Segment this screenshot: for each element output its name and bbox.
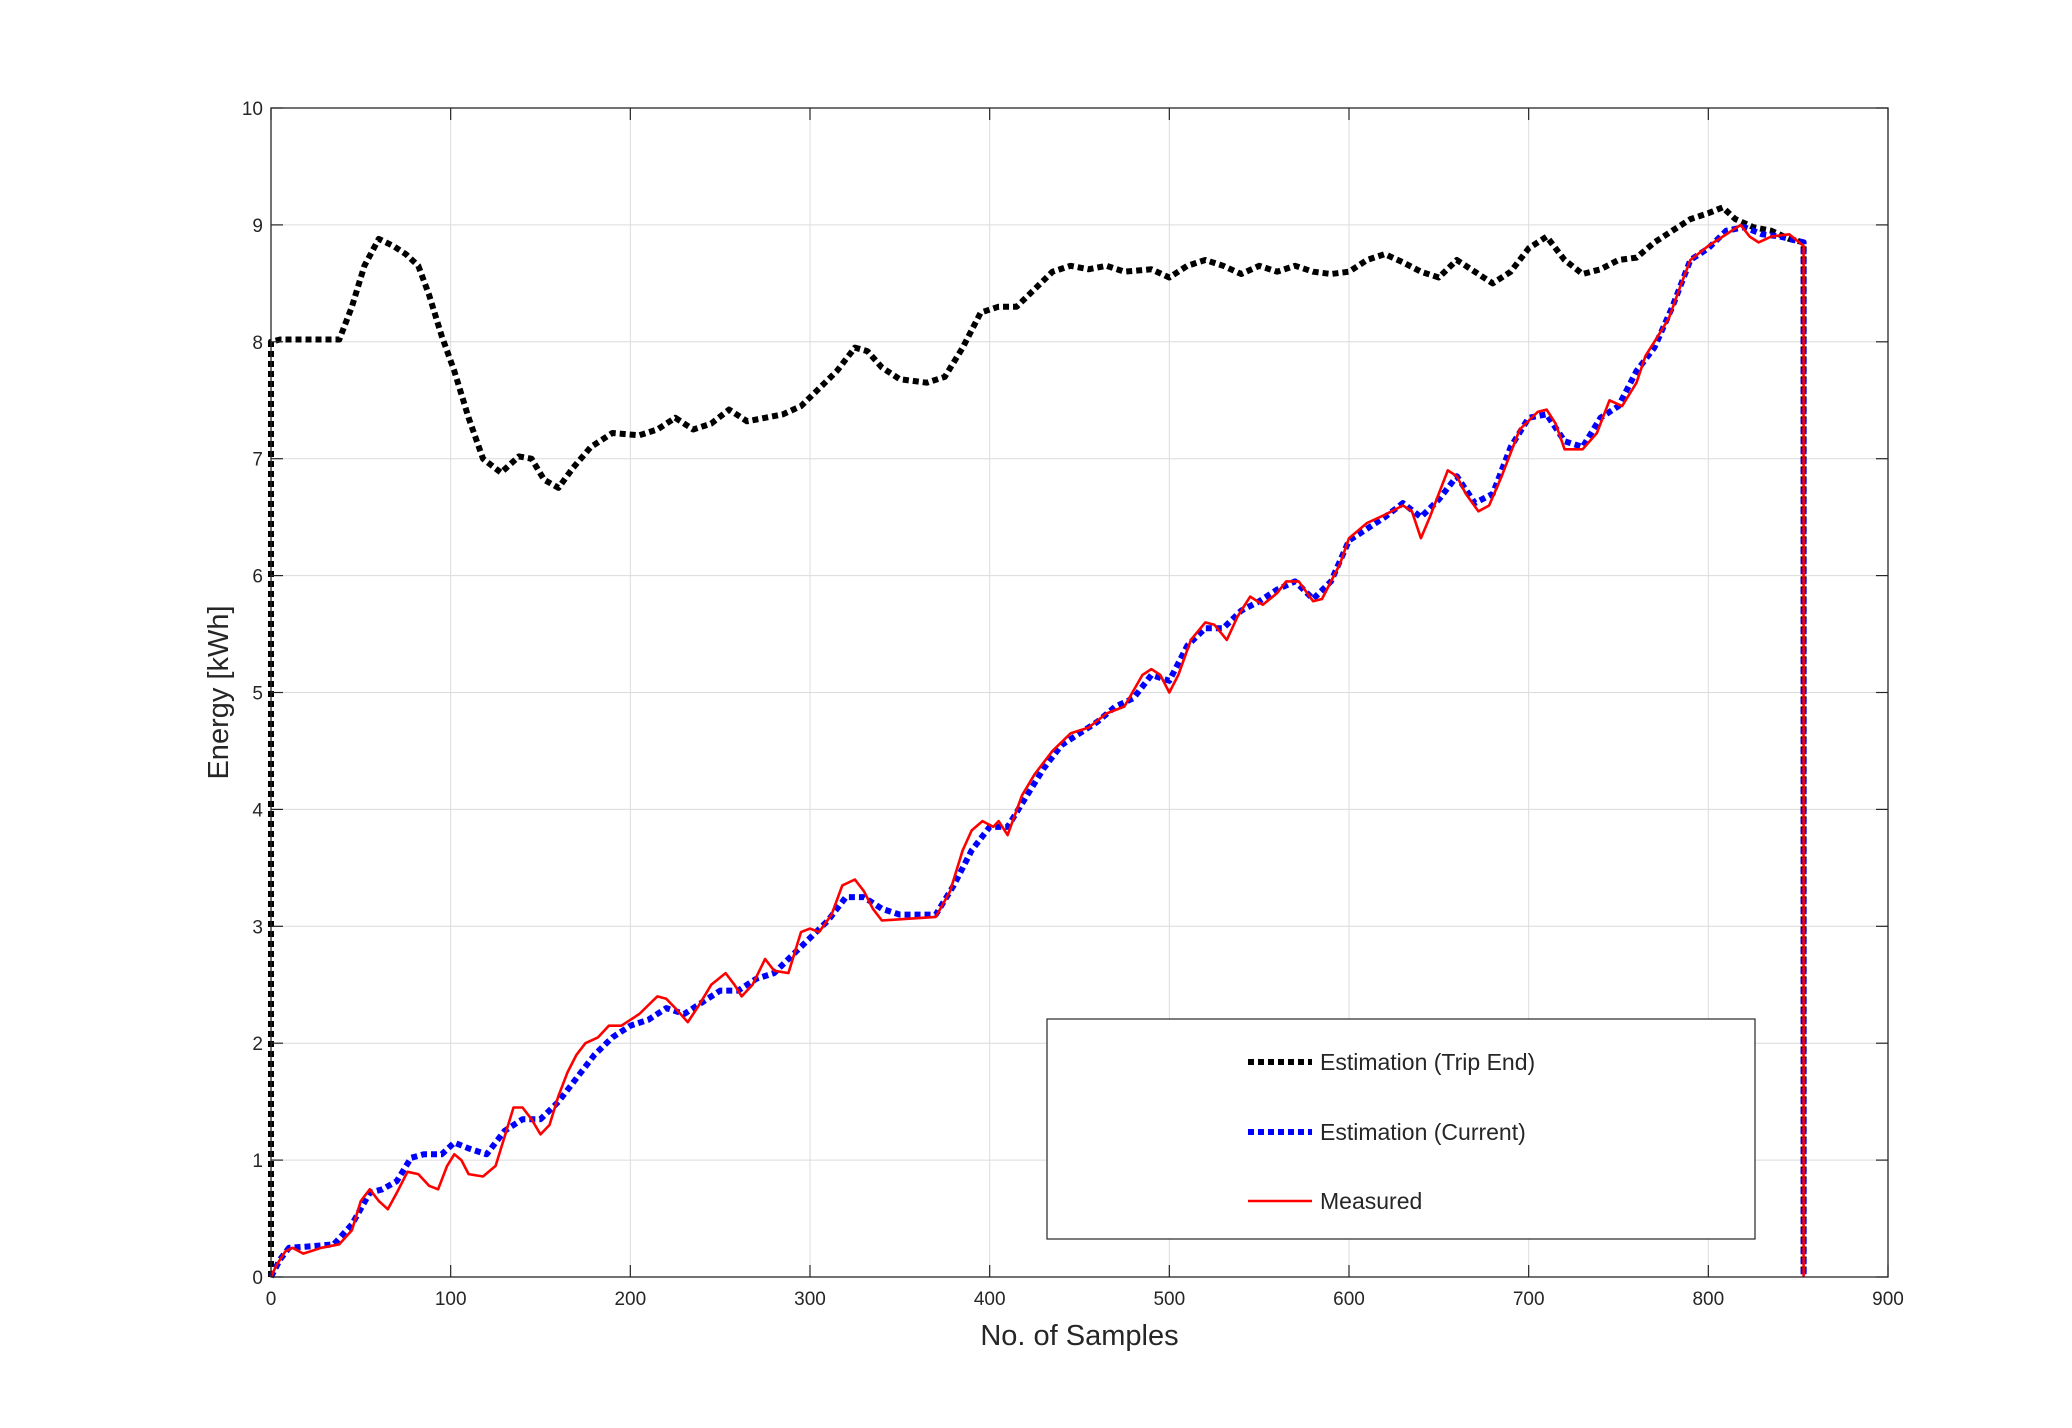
series-line-estimation-trip-end bbox=[268, 204, 1807, 1277]
y-tick-label: 0 bbox=[252, 1268, 263, 1289]
y-tick-label: 9 bbox=[252, 216, 263, 237]
y-tick-label: 4 bbox=[252, 800, 263, 821]
y-tick-label: 1 bbox=[252, 1151, 263, 1172]
y-axis-title: Energy [kWh] bbox=[203, 605, 235, 779]
legend-label-estimation-current: Estimation (Current) bbox=[1320, 1119, 1526, 1145]
y-tick-label: 6 bbox=[252, 567, 263, 588]
x-tick-label: 800 bbox=[1692, 1289, 1724, 1310]
legend-box bbox=[1046, 1018, 1756, 1240]
x-tick-label: 0 bbox=[266, 1289, 277, 1310]
x-tick-label: 900 bbox=[1872, 1289, 1904, 1310]
y-tick-label: 2 bbox=[252, 1034, 263, 1055]
y-tick-label: 10 bbox=[242, 99, 263, 120]
y-tick-label: 7 bbox=[252, 450, 263, 471]
legend: Estimation (Trip End) Estimation (Current… bbox=[1046, 1018, 1756, 1240]
axis-ticks: 0 100 200 300 400 500 600 700 800 900 0 1 2 3 4 5 6 7 8 9 10 bbox=[242, 99, 1904, 1310]
series-line-measured bbox=[269, 223, 1805, 1278]
series-lines bbox=[268, 204, 1807, 1279]
legend-label-measured: Measured bbox=[1320, 1188, 1422, 1214]
x-tick-label: 300 bbox=[794, 1289, 826, 1310]
x-tick-label: 200 bbox=[614, 1289, 646, 1310]
x-axis-title: No. of Samples bbox=[980, 1320, 1178, 1352]
x-tick-label: 600 bbox=[1333, 1289, 1365, 1310]
series-line-estimation-current bbox=[268, 224, 1807, 1279]
legend-label-estimation-trip-end: Estimation (Trip End) bbox=[1320, 1049, 1535, 1075]
y-tick-label: 5 bbox=[252, 684, 263, 705]
x-tick-label: 700 bbox=[1513, 1289, 1545, 1310]
y-tick-label: 8 bbox=[252, 333, 263, 354]
x-tick-label: 500 bbox=[1153, 1289, 1185, 1310]
x-tick-label: 100 bbox=[435, 1289, 467, 1310]
y-tick-label: 3 bbox=[252, 917, 263, 938]
x-tick-label: 400 bbox=[974, 1289, 1006, 1310]
